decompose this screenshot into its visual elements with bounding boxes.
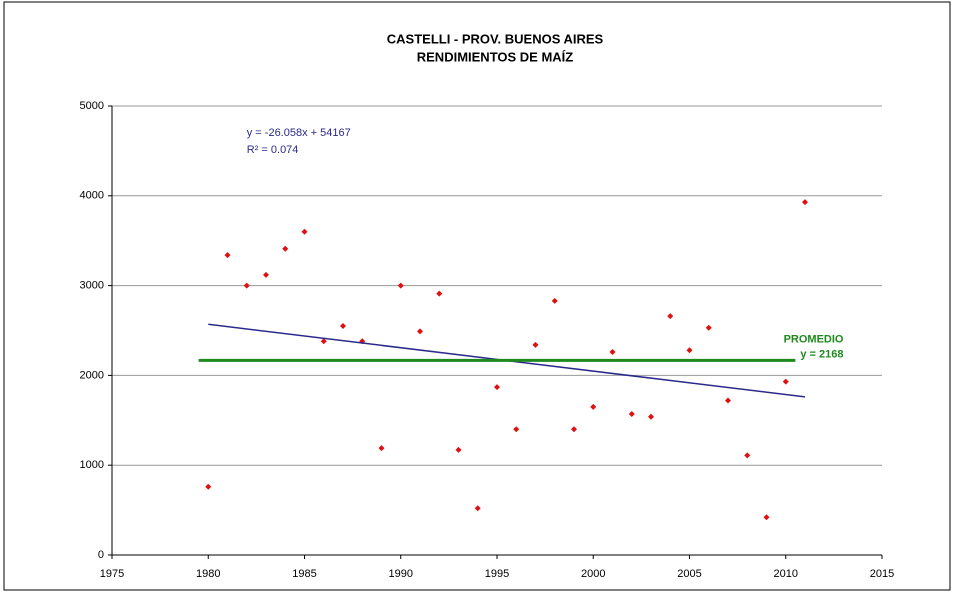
x-tick-label: 2005 <box>677 568 701 580</box>
data-point <box>744 452 751 459</box>
data-point <box>648 413 654 420</box>
data-point <box>802 199 808 206</box>
chart-frame <box>3 1 951 591</box>
data-point <box>263 271 269 278</box>
data-point <box>494 384 500 391</box>
y-tick-label: 4000 <box>80 190 104 202</box>
data-point <box>686 347 693 354</box>
data-point <box>725 397 731 404</box>
y-tick-label: 5000 <box>80 100 104 112</box>
data-point <box>513 426 520 433</box>
data-point <box>282 245 289 252</box>
y-tick-label: 2000 <box>80 369 104 381</box>
y-tick-label: 0 <box>98 549 104 561</box>
x-tick-label: 1995 <box>485 568 509 580</box>
data-point <box>667 313 674 320</box>
y-tick-label: 3000 <box>80 280 104 292</box>
annotation: R² = 0.074 <box>247 144 299 156</box>
data-point <box>474 505 481 512</box>
data-point <box>455 446 462 453</box>
data-point <box>532 341 539 348</box>
data-point <box>436 290 443 297</box>
data-point <box>551 297 558 304</box>
x-tick-label: 1975 <box>100 568 124 580</box>
data-point <box>763 514 770 521</box>
data-point <box>340 323 346 330</box>
x-tick-label: 2010 <box>774 568 798 580</box>
chart-title: CASTELLI - PROV. BUENOS AIRES <box>387 31 604 46</box>
x-tick-label: 1990 <box>389 568 413 580</box>
annotation: PROMEDIO <box>784 333 844 345</box>
x-tick-label: 1985 <box>292 568 316 580</box>
x-tick-label: 2015 <box>870 568 894 580</box>
data-point <box>628 411 635 418</box>
annotation: y = 2168 <box>800 349 843 361</box>
data-point <box>705 324 712 331</box>
x-tick-label: 1980 <box>196 568 220 580</box>
x-tick-label: 2000 <box>581 568 605 580</box>
y-tick-label: 1000 <box>80 459 104 471</box>
data-point <box>378 445 385 452</box>
data-point <box>571 426 577 433</box>
data-point <box>320 338 327 345</box>
chart-subtitle: RENDIMIENTOS DE MAÍZ <box>417 49 574 64</box>
data-point <box>243 282 250 289</box>
data-point <box>397 282 404 289</box>
annotation: y = -26.058x + 54167 <box>247 127 351 139</box>
data-point <box>590 403 597 410</box>
data-point <box>301 228 308 235</box>
data-point <box>205 483 212 490</box>
data-point <box>417 328 423 335</box>
data-point <box>609 349 616 356</box>
data-point <box>224 252 231 259</box>
data-point <box>782 378 789 385</box>
